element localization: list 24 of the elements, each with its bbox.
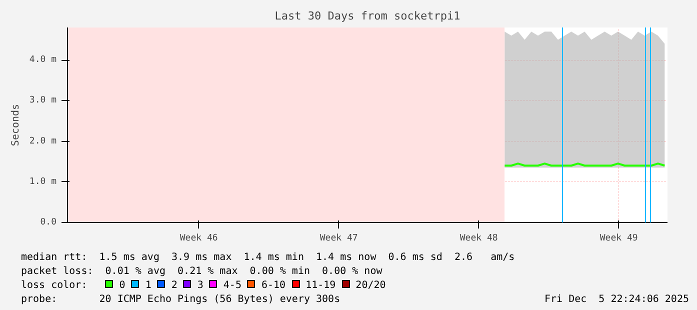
text: median rtt: 1.5 ms avg 3.9 ms max 1.4 ms min 1.4 ms now 0.6 ms sd 2.6 am/s: [21, 251, 516, 265]
legend-label: 11-19: [306, 280, 336, 291]
legend-label: 6-10: [261, 280, 286, 291]
text: probe: 20 ICMP Echo Pings (56 Bytes) every 300s: [21, 293, 340, 307]
x-tick-label: Week 48: [460, 234, 498, 244]
y-tick-label: 4.0 m: [29, 55, 56, 65]
legend-label: 0: [119, 280, 126, 291]
x-tick-label: Week 47: [320, 234, 358, 244]
y-tick-label: 0.0: [40, 218, 57, 228]
legend-label: 2: [171, 280, 178, 291]
y-tick-label: 2.0 m: [29, 136, 56, 146]
legend-title: loss color:: [21, 280, 88, 291]
y-axis-title: Seconds: [10, 104, 22, 146]
legend-label: 3: [197, 280, 204, 291]
x-tick-label: Week 46: [180, 234, 218, 244]
legend-label: 1: [145, 280, 152, 291]
text: Fri Dec 5 22:24:06 2025: [544, 293, 689, 307]
legend-label: 4-5: [223, 280, 242, 291]
y-tick-label: 1.0 m: [29, 176, 56, 187]
chart-title: Last 30 Days from socketrpi1: [274, 10, 460, 22]
text: packet loss: 0.01 % avg 0.21 % max 0.00 % min 0.00 % now: [21, 265, 384, 279]
legend-label: 20/20: [356, 280, 386, 291]
y-tick-label: 3.0 m: [29, 96, 56, 106]
x-tick-label: Week 49: [600, 234, 638, 244]
